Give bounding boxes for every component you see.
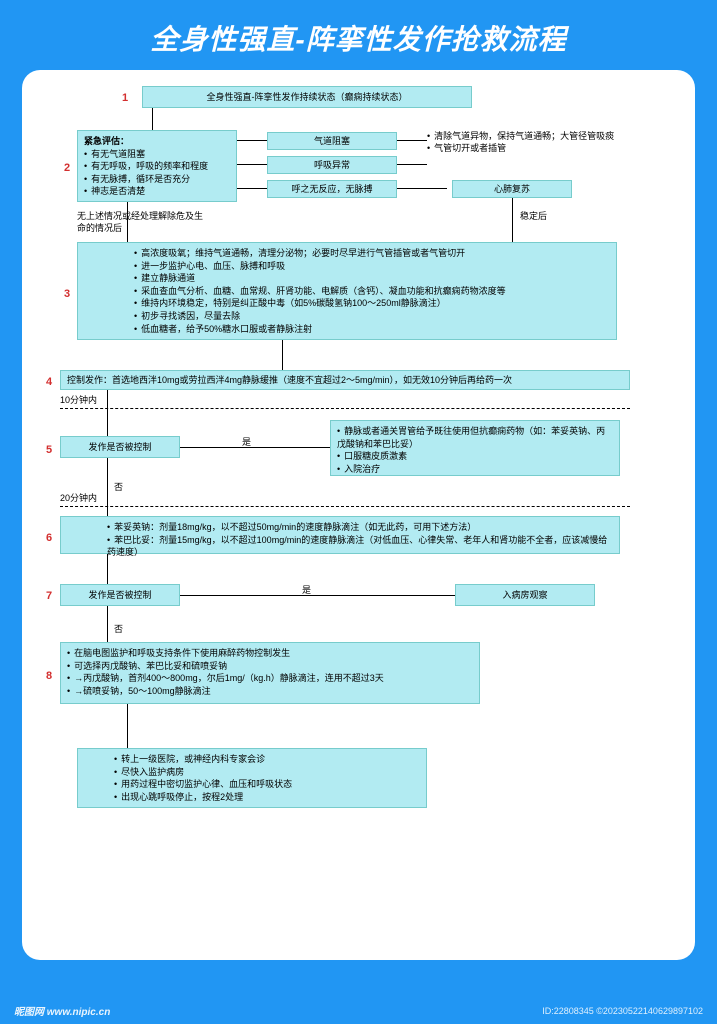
node-2b: 呼吸异常 bbox=[267, 156, 397, 174]
node-7-right: 入病房观察 bbox=[455, 584, 595, 606]
connector bbox=[107, 458, 108, 516]
node-9: 转上一级医院，或神经内科专家会诊 尽快入监护病房 用药过程中密切监护心律、血压和… bbox=[77, 748, 427, 808]
connector bbox=[107, 606, 108, 642]
connector bbox=[237, 164, 267, 165]
file-id: ID:22808345 ©20230522140629897102 bbox=[542, 1006, 703, 1016]
connector bbox=[152, 108, 153, 130]
connector bbox=[180, 595, 455, 596]
step-num-3: 3 bbox=[64, 288, 70, 300]
connector bbox=[282, 340, 283, 370]
connector bbox=[397, 164, 427, 165]
label-no-7: 否 bbox=[114, 622, 123, 635]
flowchart-panel: 1 全身性强直-阵挛性发作持续状态（癫痫持续状态） 2 紧急评估： 有无气道阻塞… bbox=[22, 70, 695, 960]
step-num-1: 1 bbox=[122, 92, 128, 104]
connector bbox=[127, 704, 128, 748]
label-5b: 20分钟内 bbox=[60, 492, 97, 504]
connector bbox=[397, 188, 447, 189]
connector bbox=[237, 140, 267, 141]
connector bbox=[512, 198, 513, 242]
node-8: 在脑电图监护和呼吸支持条件下使用麻醉药物控制发生 可选择丙戊酸钠、苯巴比妥和硫喷… bbox=[60, 642, 480, 704]
s2-list: 有无气道阻塞 有无呼吸，呼吸的频率和程度 有无脉搏，循环是否充分 神志是否清楚 bbox=[84, 148, 230, 198]
label-2a: 无上述情况或经处理解除危及生命的情况后 bbox=[77, 210, 207, 234]
node-1: 全身性强直-阵挛性发作持续状态（癫痫持续状态） bbox=[142, 86, 472, 108]
label-2b: 稳定后 bbox=[520, 210, 547, 222]
connector bbox=[397, 140, 427, 141]
step-num-5: 5 bbox=[46, 444, 52, 456]
step-num-2: 2 bbox=[64, 162, 70, 174]
node-6: 苯妥英钠：剂量18mg/kg，以不超过50mg/min的速度静脉滴注（如无此药，… bbox=[60, 516, 620, 554]
node-2-assess: 紧急评估： 有无气道阻塞 有无呼吸，呼吸的频率和程度 有无脉搏，循环是否充分 神… bbox=[77, 130, 237, 202]
step-num-8: 8 bbox=[46, 670, 52, 682]
s2-title: 紧急评估： bbox=[84, 135, 230, 148]
watermark: 昵图网 www.nipic.cn bbox=[14, 1003, 110, 1018]
node-7: 发作是否被控制 bbox=[60, 584, 180, 606]
step-num-4: 4 bbox=[46, 376, 52, 388]
dashed-line bbox=[60, 506, 630, 507]
step-num-7: 7 bbox=[46, 590, 52, 602]
step-num-6: 6 bbox=[46, 532, 52, 544]
node-2-right1: 清除气道异物，保持气道通畅；大管径管吸痰 气管切开或者插管 bbox=[427, 130, 637, 154]
connector bbox=[180, 447, 330, 448]
connector bbox=[107, 390, 108, 436]
node-5: 发作是否被控制 bbox=[60, 436, 180, 458]
node-4: 控制发作：首选地西泮10mg或劳拉西泮4mg静脉缓推（速度不宜超过2～5mg/m… bbox=[60, 370, 630, 390]
node-2-cpr: 心肺复苏 bbox=[452, 180, 572, 198]
node-5-right: 静脉或者通关胃管给予既往使用但抗癫痫药物（如：苯妥英钠、丙戊酸钠和苯巴比妥） 口… bbox=[330, 420, 620, 476]
connector bbox=[107, 554, 108, 584]
dashed-line bbox=[60, 408, 630, 409]
page-title: 全身性强直-阵挛性发作抢救流程 bbox=[0, 0, 717, 70]
label-yes-5: 是 bbox=[242, 435, 251, 448]
node-2a: 气道阻塞 bbox=[267, 132, 397, 150]
node-2c: 呼之无反应，无脉搏 bbox=[267, 180, 397, 198]
node-3: 高浓度吸氧；维持气道通畅，清理分泌物；必要时尽早进行气管插管或者气管切开 进一步… bbox=[77, 242, 617, 340]
connector bbox=[237, 188, 267, 189]
label-4: 10分钟内 bbox=[60, 394, 97, 406]
label-yes-7: 是 bbox=[302, 583, 311, 596]
footer: 昵图网 www.nipic.cn ID:22808345 ©2023052214… bbox=[0, 1003, 717, 1018]
label-no-5: 否 bbox=[114, 480, 123, 493]
